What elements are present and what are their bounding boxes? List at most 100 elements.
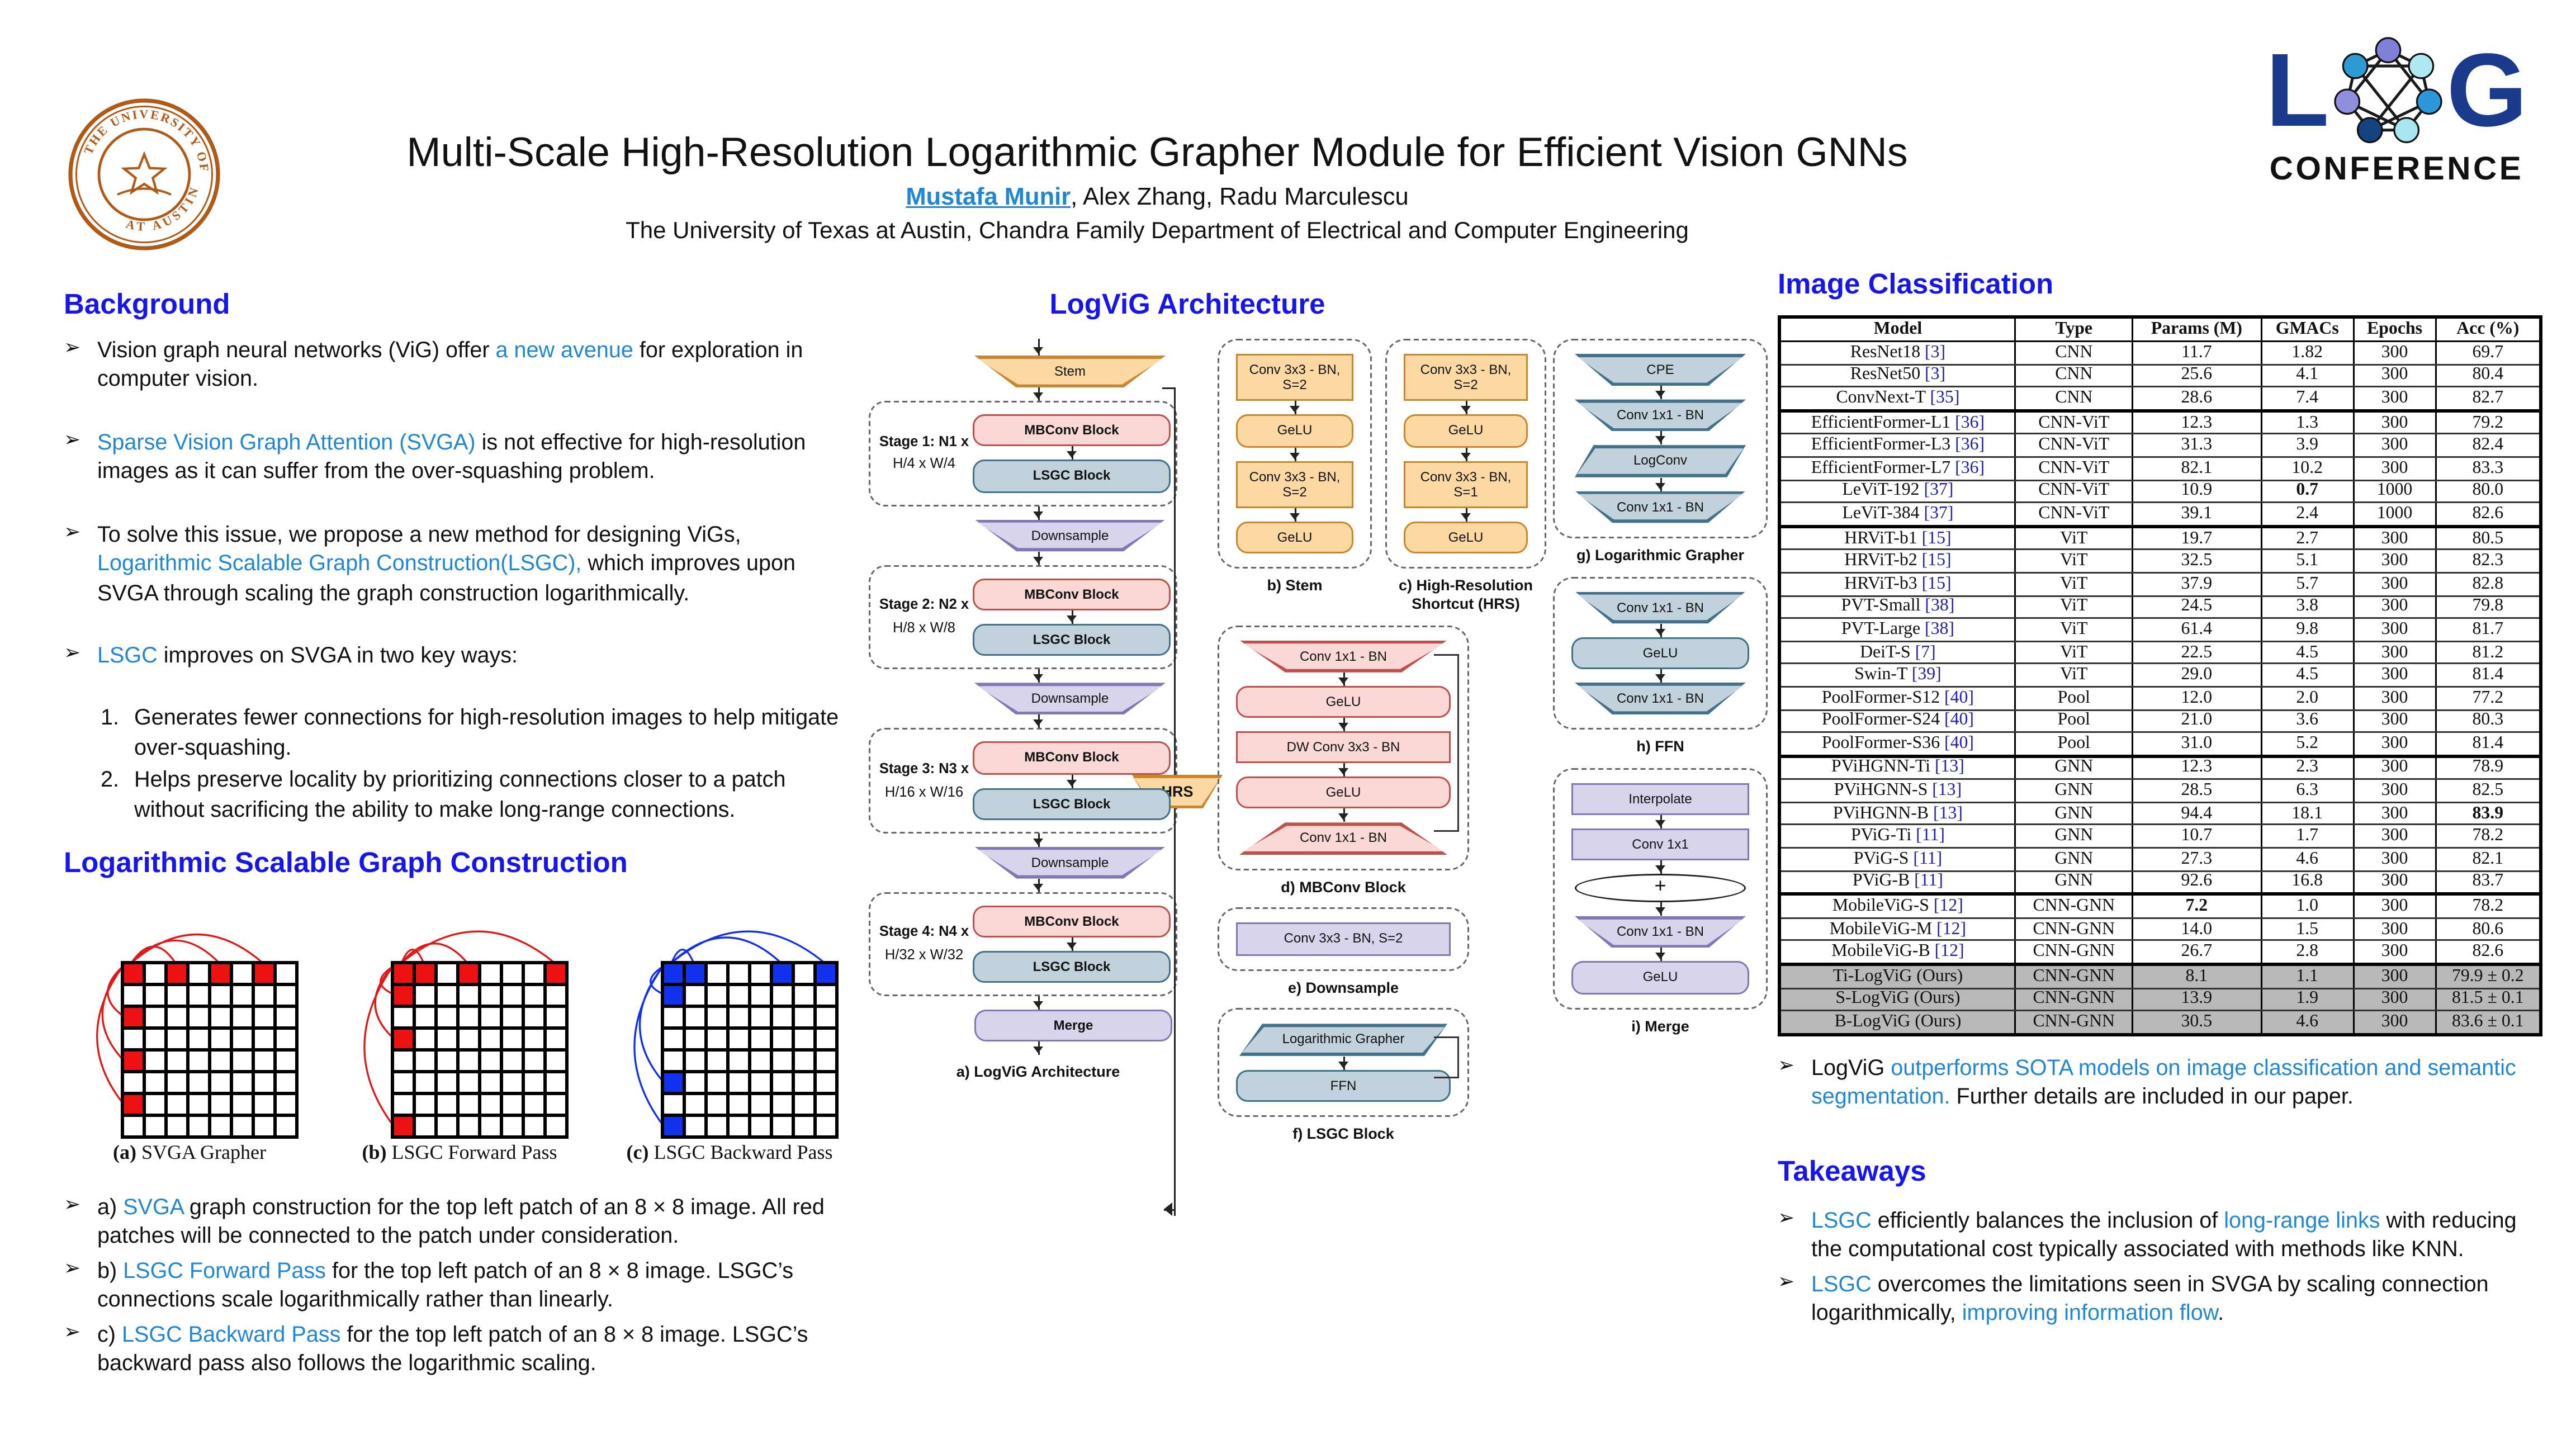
grid-cell <box>122 1115 144 1138</box>
diagram-box: Conv 1x1 - BN GeLU DW Conv 3x3 - BN GeLU Con… <box>1218 625 1469 870</box>
grid-cell <box>771 1093 793 1116</box>
grid-cell <box>545 1093 567 1116</box>
grid-cell <box>728 1050 750 1072</box>
grid-cell <box>662 1028 684 1050</box>
arrow-icon <box>1289 508 1299 522</box>
grid-cell <box>144 1072 166 1094</box>
classification-heading: Image Classification <box>1778 268 2054 300</box>
grid-cell <box>684 1093 706 1116</box>
arrow-icon <box>1032 339 1043 356</box>
grid-cell <box>414 1072 436 1094</box>
table-row: PoolFormer-S24 [40] Pool 21.0 3.6 300 80.3 <box>1778 708 2542 733</box>
grid-cell <box>166 1072 188 1094</box>
grid-cell <box>275 1006 297 1029</box>
grid-cell <box>815 1115 837 1138</box>
bullet-arrow-icon: ➢ <box>64 1256 81 1280</box>
grid-cell <box>480 984 501 1007</box>
grid-cell <box>392 1115 414 1138</box>
figure-caption: h) FFN <box>1636 738 1684 755</box>
grid-cell <box>458 1006 480 1029</box>
grid-cell <box>662 1093 684 1116</box>
grid-cell <box>275 1028 297 1050</box>
table-row: LeViT-192 [37] CNN-ViT 10.9 0.7 1000 80.0 <box>1778 479 2542 504</box>
takeaways-bullets: ➢ LSGC efficiently balances the inclusion… <box>1778 1205 2553 1327</box>
grid-cell <box>684 1115 706 1138</box>
diagram-box: Logarithmic Grapher FFN <box>1218 1008 1469 1117</box>
grid-cell <box>188 1028 210 1050</box>
table-row: MobileViG-S [12] CNN-GNN 7.2 1.0 300 78.2 <box>1778 892 2542 919</box>
arrow-icon <box>1032 833 1043 847</box>
bullet-item: ➢ To solve this issue, we propose a new m… <box>64 519 855 607</box>
table-row: Swin-T [39] ViT 29.0 4.5 300 81.4 <box>1778 662 2542 688</box>
graph-icon <box>2333 37 2442 144</box>
grid-cell <box>793 1072 815 1094</box>
table-row: HRViT-b1 [15] ViT 19.7 2.7 300 80.5 <box>1778 524 2542 551</box>
figure-lsgc-backward: (c) LSGC Backward Pass <box>604 887 855 1169</box>
connection-arcs <box>96 934 263 1104</box>
arrow-icon <box>1032 878 1043 892</box>
table-row: PViHGNN-Ti [13] GNN 12.3 2.3 300 78.9 <box>1778 754 2542 780</box>
grid-cell <box>706 1115 728 1138</box>
grid-cell <box>706 1050 728 1072</box>
bullet-item: ➢ Vision graph neural networks (ViG) offe… <box>64 335 855 394</box>
grid-cell <box>545 984 567 1007</box>
bullet-item: ➢ b) LSGC Forward Pass for the top left p… <box>64 1256 855 1315</box>
grid-cell <box>501 1093 523 1116</box>
grid-cell <box>662 984 684 1007</box>
flow-node: Conv 1x1 - BN <box>1239 640 1447 673</box>
grid-cell <box>684 963 706 985</box>
grid-cell <box>144 963 166 985</box>
grid-cell <box>231 984 253 1007</box>
grid-cell <box>523 1115 545 1138</box>
grid-cell <box>793 1006 815 1029</box>
arrow-icon <box>1066 447 1076 461</box>
grid-cell <box>750 1072 771 1094</box>
arrow-icon <box>1032 669 1043 683</box>
grid-cell <box>231 1115 253 1138</box>
grid-cell <box>545 1072 567 1094</box>
add-icon: + <box>1575 874 1746 903</box>
grid-cell <box>706 1072 728 1094</box>
numbered-item: 1. Generates fewer connections for high-r… <box>101 705 839 760</box>
figure-log-grapher: CPE Conv 1x1 - BN LogConv Conv 1x1 - BN g) L… <box>1553 339 1768 565</box>
table-row: ConvNext-T [35] CNN 28.6 7.4 300 82.7 <box>1778 386 2542 411</box>
grid-cell <box>480 963 501 985</box>
grid-cell <box>275 1072 297 1094</box>
grid-cell <box>188 1072 210 1094</box>
flow-node: Conv 1x1 - BN <box>1575 916 1746 949</box>
grid-cell <box>414 984 436 1007</box>
grid-cell <box>458 1028 480 1050</box>
grid-cell <box>210 1072 231 1094</box>
classification-table: Model Type Params (M) GMACs Epochs Acc (%) Re… <box>1778 315 2542 1036</box>
figure-caption: e) Downsample <box>1287 978 1399 996</box>
grid-cell <box>771 984 793 1007</box>
bullet-item: ➢ LogViG outperforms SOTA models on image… <box>1778 1053 2553 1111</box>
flow-node: GeLU <box>1404 521 1528 554</box>
grid-cell <box>815 1093 837 1116</box>
grid-cell <box>662 1115 684 1138</box>
figure-mbconv: Conv 1x1 - BN GeLU DW Conv 3x3 - BN GeLU Con… <box>1218 625 1546 896</box>
grid-cell <box>728 984 750 1007</box>
figure-downsample: Conv 3x3 - BN, S=2 e) Downsample <box>1218 908 1546 997</box>
grid-cell <box>275 984 297 1007</box>
grid-cell <box>414 1028 436 1050</box>
grid-cell <box>166 963 188 985</box>
patch-grid <box>121 961 299 1139</box>
grid-cell <box>480 1006 501 1029</box>
lsgc-block: LSGC Block <box>973 951 1171 983</box>
grid-cell <box>231 1093 253 1116</box>
diagram-box: Interpolate Conv 1x1 + Conv 1x1 - BN GeLU <box>1553 768 1768 1009</box>
grid-cell <box>662 1006 684 1029</box>
stage-box: Stage 4: N4 x H/32 x W/32 MBConv Block LSGC… <box>869 892 1177 997</box>
arrow-icon <box>1654 669 1665 683</box>
grid-cell <box>815 1006 837 1029</box>
flow-node: GeLU <box>1236 521 1353 554</box>
bullet-arrow-icon: ➢ <box>64 1192 81 1216</box>
grid-cell <box>523 963 545 985</box>
grid-cell <box>414 1006 436 1029</box>
flow-node: Conv 3x3 - BN, S=1 <box>1404 460 1528 508</box>
poster-affiliation: The University of Texas at Austin, Chand… <box>626 216 1689 243</box>
flow-node: GeLU <box>1236 685 1451 718</box>
grid-cell <box>815 1050 837 1072</box>
flow-node: Interpolate <box>1571 783 1749 816</box>
